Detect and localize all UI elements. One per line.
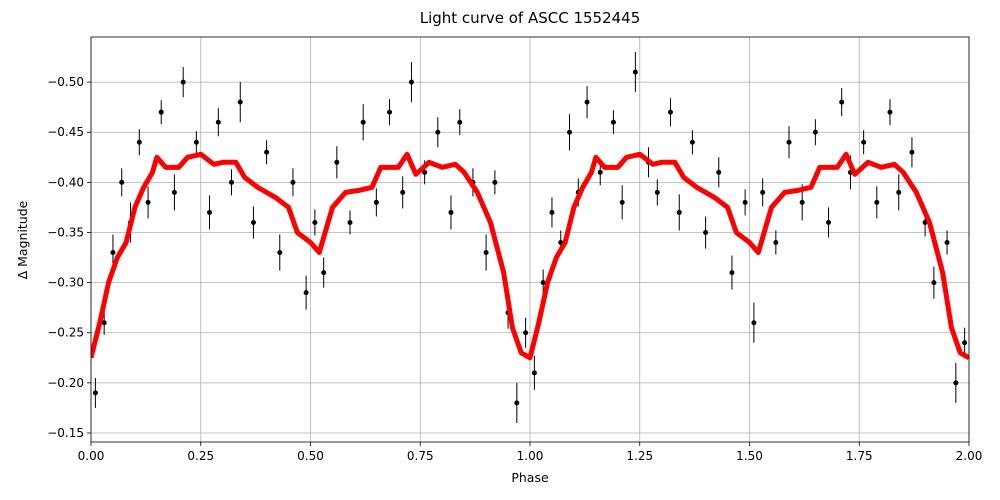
data-point xyxy=(264,149,270,155)
data-point xyxy=(729,270,735,276)
data-point xyxy=(448,209,454,215)
data-point xyxy=(180,79,186,85)
data-point xyxy=(540,280,546,286)
y-tick-label: −0.40 xyxy=(47,175,84,189)
data-point xyxy=(215,119,221,125)
data-point xyxy=(290,179,296,185)
y-tick-label: −0.45 xyxy=(47,125,84,139)
data-point xyxy=(228,179,234,185)
data-point xyxy=(360,119,366,125)
y-axis-label: Δ Magnitude xyxy=(15,200,30,279)
x-tick-label: 1.00 xyxy=(517,449,544,463)
data-point xyxy=(373,199,379,205)
data-point xyxy=(435,129,441,135)
data-point xyxy=(689,139,695,145)
data-point xyxy=(716,169,722,175)
data-point xyxy=(457,119,463,125)
data-point xyxy=(531,370,537,376)
data-point xyxy=(962,340,968,346)
data-point xyxy=(400,189,406,195)
x-tick-label: 0.25 xyxy=(187,449,214,463)
data-point xyxy=(207,209,213,215)
data-point xyxy=(250,219,256,225)
data-point xyxy=(953,380,959,386)
data-point xyxy=(334,159,340,165)
data-point xyxy=(909,149,915,155)
data-point xyxy=(676,209,682,215)
y-tick-label: −0.35 xyxy=(47,225,84,239)
data-point xyxy=(874,199,880,205)
y-tick-label: −0.50 xyxy=(47,75,84,89)
x-tick-label: 0.00 xyxy=(78,449,105,463)
data-point xyxy=(92,390,98,396)
x-tick-label: 0.75 xyxy=(407,449,434,463)
data-point xyxy=(523,330,529,336)
data-point xyxy=(303,290,309,296)
data-point xyxy=(514,400,520,406)
data-point xyxy=(812,129,818,135)
data-point xyxy=(786,139,792,145)
x-tick-label: 1.25 xyxy=(626,449,653,463)
data-point xyxy=(277,250,283,256)
data-point xyxy=(597,169,603,175)
data-point xyxy=(610,119,616,125)
plot-area xyxy=(91,52,969,423)
x-axis-label: Phase xyxy=(511,470,549,485)
data-point xyxy=(422,169,428,175)
model-line xyxy=(91,151,969,361)
data-point xyxy=(237,99,243,105)
data-point xyxy=(136,139,142,145)
plot-frame xyxy=(90,36,970,443)
x-tick-label: 1.75 xyxy=(846,449,873,463)
data-point xyxy=(158,109,164,115)
chart-title: Light curve of ASCC 1552445 xyxy=(420,9,641,27)
data-point xyxy=(839,99,845,105)
data-point xyxy=(171,189,177,195)
data-point xyxy=(483,250,489,256)
data-point xyxy=(742,199,748,205)
data-point xyxy=(101,320,107,326)
data-point xyxy=(321,270,327,276)
data-point xyxy=(944,240,950,246)
data-point xyxy=(347,219,353,225)
x-tick-label: 2.00 xyxy=(956,449,983,463)
data-point xyxy=(119,179,125,185)
data-point xyxy=(193,139,199,145)
y-tick-label: −0.15 xyxy=(47,426,84,440)
data-point xyxy=(619,199,625,205)
data-point xyxy=(408,79,414,85)
data-point xyxy=(861,139,867,145)
data-point xyxy=(896,189,902,195)
data-point xyxy=(654,189,660,195)
data-point xyxy=(773,240,779,246)
data-point xyxy=(632,69,638,75)
data-point xyxy=(312,219,318,225)
data-point xyxy=(887,109,893,115)
data-point xyxy=(799,199,805,205)
y-tick-label: −0.20 xyxy=(47,376,84,390)
x-tick-label: 0.50 xyxy=(297,449,324,463)
data-point xyxy=(760,189,766,195)
data-point xyxy=(549,209,555,215)
data-point xyxy=(751,320,757,326)
y-tick-label: −0.25 xyxy=(47,326,84,340)
data-point xyxy=(826,219,832,225)
data-point xyxy=(567,129,573,135)
data-point xyxy=(110,250,116,256)
y-tick-label: −0.30 xyxy=(47,276,84,290)
data-point xyxy=(584,99,590,105)
data-point xyxy=(667,109,673,115)
data-point xyxy=(387,109,393,115)
data-point xyxy=(492,179,498,185)
data-point xyxy=(703,229,709,235)
x-tick-label: 1.50 xyxy=(736,449,763,463)
data-point xyxy=(931,280,937,286)
data-point xyxy=(145,199,151,205)
